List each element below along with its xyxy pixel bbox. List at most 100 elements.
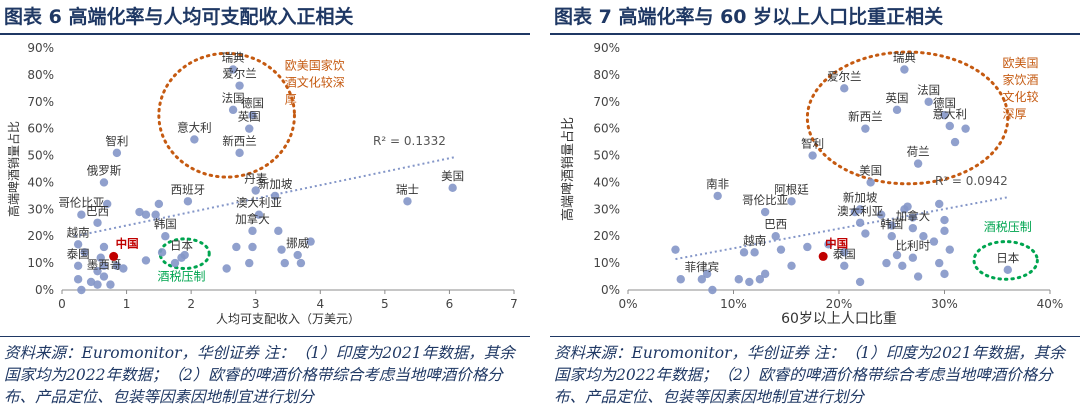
tax-annotation: 酒税压制 [984,220,1032,234]
point-label: 英国 [238,110,261,124]
data-point [734,275,743,284]
data-point [274,226,283,236]
data-point [866,178,875,187]
culture-annotation-line: 深厚 [1003,107,1027,121]
data-point [913,272,923,281]
y-tick-label: 10% [27,256,54,270]
data-point [919,232,928,241]
point-label: 泰国 [833,247,856,261]
y-tick-label: 80% [593,68,620,82]
point-label: 丹麦 [244,172,267,186]
source-note: 资料来源：Euromonitor，华创证券 注：（1）印度为2021年数据，其余… [554,344,1065,406]
culture-annotation-line: 欧美国 [1003,56,1039,70]
point-label: 爱尔兰 [827,69,862,83]
x-tick-label: 2 [187,297,195,311]
data-point [808,151,817,160]
point-label: 意大利 [177,120,212,134]
data-point [676,275,685,284]
data-point [755,275,765,284]
data-point [760,269,770,279]
data-point [280,258,289,268]
data-point [840,84,849,93]
data-point [448,183,457,193]
y-tick-label: 0% [35,283,54,297]
x-tick-label: 10% [720,297,747,311]
x-tick-label: 3 [252,297,260,311]
chart-panel-aging: 图表 7 高端化率与 60 岁以上人口比重正相关 0% 10% 20% 30% 40% 5… [550,0,1080,418]
tax-highlight-ellipse [158,237,211,270]
source-divider [0,336,530,337]
data-point [776,245,786,254]
data-point [177,253,186,262]
y-tick-label: 20% [593,229,620,243]
data-point [882,258,891,268]
point-label: 瑞典 [222,51,245,65]
data-point [671,245,680,254]
point-label: 新加坡 [843,190,878,204]
data-point [908,213,918,222]
point-label: 南非 [706,177,729,191]
data-point [161,232,170,241]
x-tick-label: 20% [826,297,853,311]
data-point [112,148,122,158]
y-tick-label: 60% [27,122,54,136]
data-point [403,197,412,206]
chart-title: 图表 6 高端化率与人均可支配收入正相关 [4,6,354,28]
point-label: 加拿大 [235,212,270,226]
point-label: 意大利 [933,107,968,121]
data-point [945,121,954,131]
point-label: 韩国 [880,217,903,231]
data-point [929,237,939,246]
point-label: 澳大利亚 [837,204,883,218]
data-point [697,275,707,284]
culture-highlight-ellipse [157,51,296,179]
data-point [93,266,102,276]
data-point [157,248,167,257]
data-point [228,65,238,74]
data-point [861,124,870,133]
x-tick-label: 5 [381,297,389,311]
y-tick-label: 0% [601,283,620,297]
data-point [935,258,944,268]
y-tick-label: 30% [27,202,54,216]
data-point [940,215,949,225]
point-label: 哥伦比亚 [742,193,788,207]
x-tick-label: 1 [123,297,131,311]
point-label: 英国 [886,91,909,105]
data-point [106,280,115,289]
title-divider [550,33,1080,35]
x-tick-label: 7 [510,297,518,311]
data-point [887,221,896,230]
data-point [232,242,241,252]
point-label: 法国 [917,83,940,97]
point-label: 菲律宾 [685,260,720,274]
data-point [855,205,865,214]
point-label: 泰国 [67,247,90,261]
point-label: 澳大利亚 [236,196,282,210]
data-point [903,202,912,211]
data-point [112,261,122,270]
data-point [141,256,151,265]
data-point [77,285,86,295]
data-point [840,248,849,257]
china-point [109,251,119,261]
source-note: 资料来源：Euromonitor，华创证券 注：（1）印度为2021年数据，其余… [4,344,515,406]
y-tick-label: 60% [593,122,620,136]
point-label: 越南 [743,233,766,247]
data-point [908,223,918,233]
x-tick-label: 40% [1037,297,1064,311]
data-point [80,248,89,257]
y-tick-label: 70% [593,95,620,109]
data-point [961,124,970,133]
data-point [228,105,238,115]
y-tick-label: 20% [27,229,54,243]
data-point [771,232,780,241]
data-point [950,137,960,147]
data-point [861,229,870,238]
point-label: 美国 [441,169,464,183]
data-point [99,178,109,187]
point-label: 西班牙 [171,182,206,196]
data-point [945,245,954,254]
china-label: 中国 [825,236,848,250]
data-point [877,210,886,219]
